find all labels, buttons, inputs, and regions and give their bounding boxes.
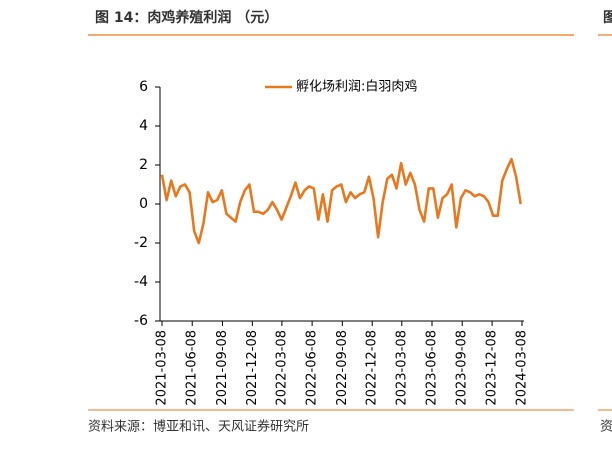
x-tick-label: 2021-12-08 (245, 330, 260, 406)
y-tick-label: 0 (139, 196, 148, 212)
x-tick-label: 2022-09-08 (335, 330, 350, 406)
y-tick-label: 6 (139, 79, 148, 95)
x-tick-label: 2021-06-08 (185, 330, 200, 406)
y-tick-label: 4 (139, 118, 148, 134)
source: 资料来源：博亚和讯、天风证券研究所 (88, 419, 309, 435)
y-tick-label: -4 (134, 274, 148, 290)
y-tick-label: 2 (139, 157, 148, 173)
x-tick-label: 2024-03-08 (515, 330, 530, 406)
x-tick-label: 2022-12-08 (365, 330, 380, 406)
x-tick-label: 2023-06-08 (425, 330, 440, 406)
x-tick-label: 2022-06-08 (305, 330, 320, 406)
x-tick-label: 2021-09-08 (215, 330, 230, 406)
chart-title: 图 14：肉鸡养殖利润 （元） (95, 9, 278, 26)
x-tick-label: 2023-09-08 (455, 330, 470, 406)
x-tick-label: 2021-03-08 (155, 330, 170, 406)
x-tick-label: 2023-03-08 (394, 330, 409, 406)
next-title: 图 (603, 10, 612, 26)
x-tick-label: 2023-12-08 (485, 330, 500, 406)
y-tick-label: -6 (134, 313, 148, 329)
y-tick-label: -2 (134, 235, 148, 251)
x-tick-label: 2022-03-08 (274, 330, 289, 406)
series-line (160, 157, 522, 245)
next-source: 资 (600, 420, 612, 435)
legend-label: 孵化场利润:白羽肉鸡 (296, 79, 417, 95)
